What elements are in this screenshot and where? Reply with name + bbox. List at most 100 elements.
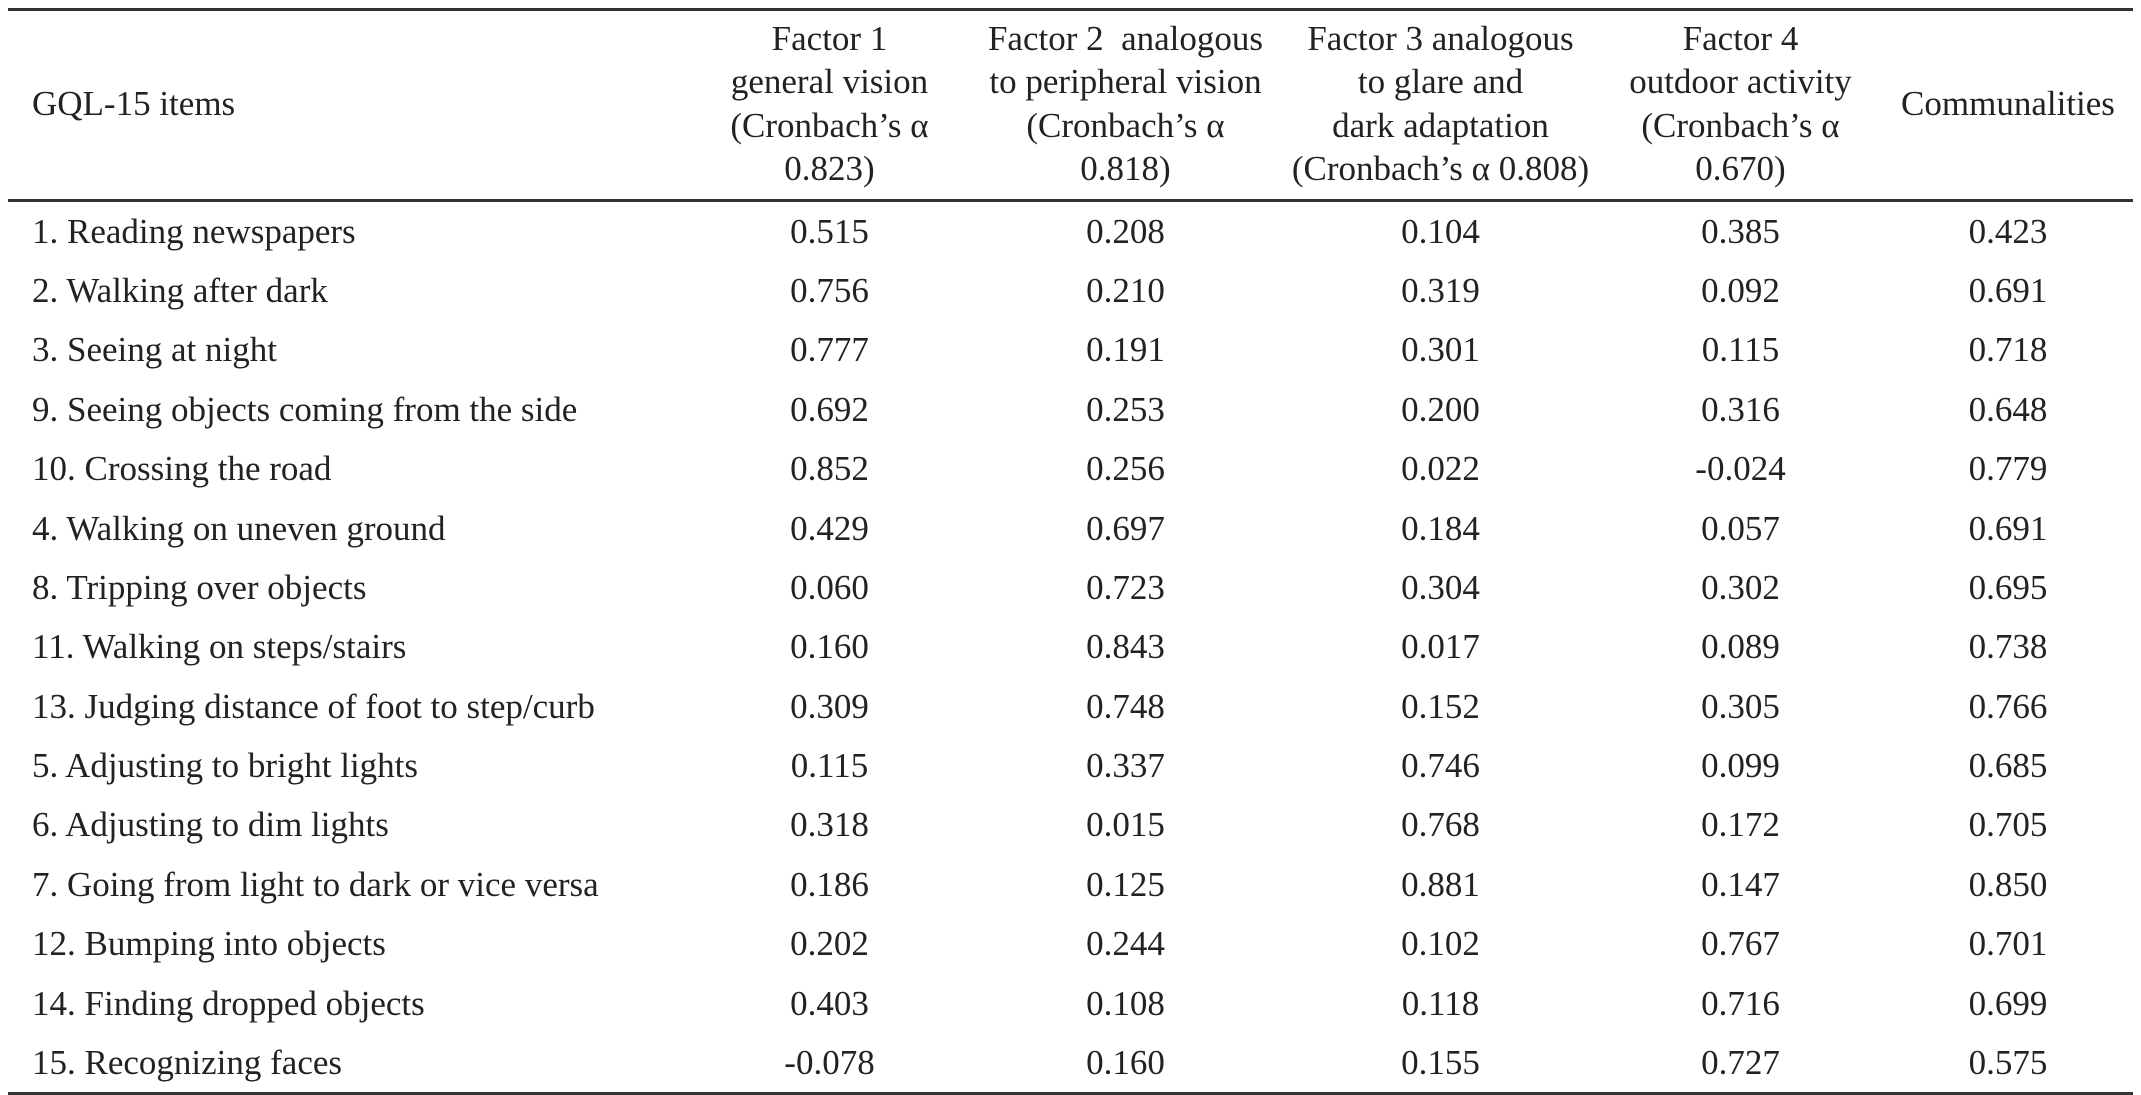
factor-2-cell: 0.160: [1086, 1043, 1165, 1083]
factor-1-cell: 0.777: [790, 330, 869, 370]
item-cell: 11. Walking on steps/stairs: [32, 627, 407, 667]
table-row: 12. Bumping into objects 0.202 0.244 0.102 0…: [8, 914, 2133, 973]
header-line: outdoor activity: [1629, 62, 1852, 102]
factor-4-cell: 0.302: [1701, 567, 1780, 607]
communalities-cell: 0.648: [1968, 389, 2048, 429]
communalities-cell: 0.850: [1968, 864, 2048, 904]
header-line: Factor 2 analogous: [987, 19, 1264, 58]
factor-3-cell: 0.155: [1401, 1043, 1480, 1083]
factor-4-cell: 0.727: [1701, 1043, 1780, 1083]
header-line: dark adaptation: [1332, 105, 1549, 145]
header-line: 0.670): [1695, 149, 1786, 189]
table-row: 7. Going from light to dark or vice vers…: [8, 855, 2133, 914]
item-cell: 9. Seeing objects coming from the side: [32, 389, 578, 429]
factor-1-cell: 0.115: [790, 746, 869, 786]
table-row: 2. Walking after dark 0.756 0.210 0.319 0.09…: [8, 261, 2133, 320]
header-line: 0.823): [784, 149, 875, 189]
factor-3-cell: 0.768: [1401, 805, 1480, 845]
item-cell: 12. Bumping into objects: [32, 924, 386, 964]
factor-4-cell: -0.024: [1695, 449, 1786, 489]
factor-2-cell: 0.723: [1086, 567, 1165, 607]
factor-1-cell: 0.060: [790, 567, 869, 607]
table-row: 13. Judging distance of foot to step/cur…: [8, 677, 2133, 736]
factor-1-cell: 0.403: [790, 983, 869, 1023]
factor-3-cell: 0.102: [1401, 924, 1480, 964]
factor-3-cell: 0.881: [1401, 864, 1480, 904]
header-line: (Cronbach’s α: [1641, 105, 1840, 145]
factor-3-cell: 0.184: [1401, 508, 1480, 548]
table-row: 9. Seeing objects coming from the side 0.…: [8, 380, 2133, 439]
table-row: 14. Finding dropped objects 0.403 0.108 0.1…: [8, 974, 2133, 1033]
factor-4-cell: 0.767: [1701, 924, 1780, 964]
item-cell: 13. Judging distance of foot to step/cur…: [32, 686, 595, 726]
factor-1-cell: 0.756: [790, 270, 869, 310]
factor-2-cell: 0.015: [1086, 805, 1165, 845]
factor-3-cell: 0.104: [1401, 211, 1480, 251]
factor-4-cell: 0.316: [1701, 389, 1780, 429]
factor-2-cell: 0.125: [1086, 864, 1165, 904]
table-row: 8. Tripping over objects 0.060 0.723 0.304 0…: [8, 558, 2133, 617]
factor-4-cell: 0.305: [1701, 686, 1780, 726]
header-line: Communalities: [1901, 84, 2115, 124]
factor-2-cell: 0.253: [1086, 389, 1165, 429]
factor-4-cell: 0.385: [1701, 211, 1780, 251]
factor-3-cell: 0.118: [1401, 983, 1480, 1023]
factor-4-cell: 0.092: [1701, 270, 1780, 310]
factor-1-cell: 0.160: [790, 627, 869, 667]
factor-2-cell: 0.697: [1086, 508, 1165, 548]
factor-3-cell: 0.301: [1401, 330, 1480, 370]
item-cell: 6. Adjusting to dim lights: [32, 805, 389, 845]
communalities-cell: 0.779: [1968, 449, 2048, 489]
table-row: 6. Adjusting to dim lights 0.318 0.015 0.76…: [8, 795, 2133, 854]
factor-2-cell: 0.256: [1086, 449, 1165, 489]
factor-2-cell: 0.210: [1086, 270, 1165, 310]
header-factor-2: Factor 2 analogous to peripheral vision …: [968, 10, 1283, 201]
item-cell: 4. Walking on uneven ground: [32, 508, 446, 548]
table-row: 10. Crossing the road 0.852 0.256 0.022 -0.0…: [8, 439, 2133, 498]
factor-4-cell: 0.099: [1701, 746, 1780, 786]
communalities-cell: 0.575: [1968, 1043, 2048, 1083]
header-line: Factor 3 analogous: [1307, 19, 1574, 58]
header-factor-1: Factor 1 general vision (Cronbach’s α 0.…: [691, 10, 968, 201]
table-row: 11. Walking on steps/stairs 0.160 0.843 0.0…: [8, 617, 2133, 676]
factor-3-cell: 0.022: [1401, 449, 1480, 489]
factor-2-cell: 0.748: [1086, 686, 1165, 726]
table-header: GQL-15 items Factor 1 general vision (Cr…: [8, 9, 2133, 201]
factor-3-cell: 0.017: [1401, 627, 1480, 667]
header-row: GQL-15 items Factor 1 general vision (Cr…: [8, 9, 2133, 201]
communalities-cell: 0.691: [1968, 270, 2048, 310]
item-cell: 8. Tripping over objects: [32, 567, 367, 607]
header-line: Factor 4: [1682, 19, 1799, 58]
factor-2-cell: 0.843: [1086, 627, 1165, 667]
factor-2-cell: 0.208: [1086, 211, 1165, 251]
factor-4-cell: 0.172: [1701, 805, 1780, 845]
table-row: 5. Adjusting to bright lights 0.115 0.337 0…: [8, 736, 2133, 795]
factor-loadings-table-container: GQL-15 items Factor 1 general vision (Cr…: [8, 8, 2133, 1095]
factor-1-cell: 0.515: [790, 211, 869, 251]
item-cell: 3. Seeing at night: [32, 330, 277, 370]
factor-2-cell: 0.337: [1086, 746, 1165, 786]
factor-2-cell: 0.191: [1086, 330, 1165, 370]
communalities-cell: 0.423: [1968, 211, 2048, 251]
table-row: 1. Reading newspapers 0.515 0.208 0.104 0.38…: [8, 200, 2133, 261]
item-cell: 1. Reading newspapers: [32, 211, 356, 251]
item-cell: 15. Recognizing faces: [32, 1043, 343, 1083]
table-row: 3. Seeing at night 0.777 0.191 0.301 0.115 0.…: [8, 320, 2133, 379]
factor-3-cell: 0.746: [1401, 746, 1480, 786]
header-line: to peripheral vision: [989, 62, 1262, 102]
item-cell: 10. Crossing the road: [32, 449, 332, 489]
factor-1-cell: 0.429: [790, 508, 869, 548]
header-line: (Cronbach’s α 0.808): [1291, 149, 1590, 189]
communalities-cell: 0.705: [1968, 805, 2048, 845]
factor-loadings-table: GQL-15 items Factor 1 general vision (Cr…: [8, 8, 2133, 1095]
factor-1-cell: 0.202: [790, 924, 869, 964]
item-cell: 14. Finding dropped objects: [32, 983, 425, 1023]
header-gql-items: GQL-15 items: [8, 10, 691, 201]
header-line: to glare and: [1357, 62, 1524, 102]
communalities-cell: 0.766: [1968, 686, 2048, 726]
header-line: Factor 1: [771, 19, 888, 58]
header-line: 0.818): [1080, 149, 1171, 189]
factor-4-cell: 0.115: [1701, 330, 1780, 370]
factor-4-cell: 0.716: [1701, 983, 1780, 1023]
factor-1-cell: -0.078: [784, 1043, 875, 1083]
